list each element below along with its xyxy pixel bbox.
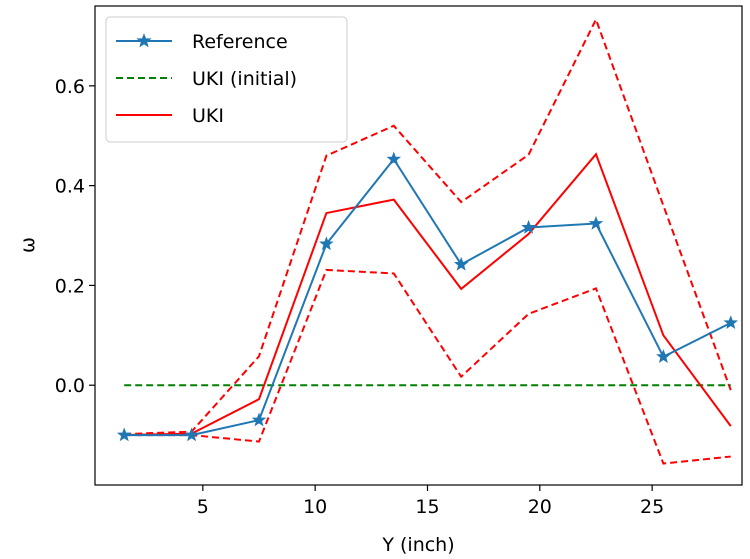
x-tick-label: 20 — [528, 496, 552, 518]
legend-box — [105, 16, 348, 143]
x-axis-title: Y (inch) — [381, 534, 454, 556]
x-tick-label: 25 — [640, 496, 664, 518]
y-tick-label: 0.6 — [55, 76, 85, 98]
legend-label-reference: Reference — [192, 31, 288, 53]
series-line-reference — [124, 157, 732, 437]
legend: Reference UKI (initial) UKI — [105, 16, 348, 143]
legend-label-uki: UKI — [192, 105, 224, 127]
series-point-reference — [251, 412, 267, 427]
series-point-reference — [116, 427, 132, 442]
series-point-reference — [521, 219, 536, 234]
series-point-reference — [319, 236, 334, 251]
y-tick-label: 0.0 — [55, 375, 85, 397]
y-axis-title: ω — [17, 237, 39, 253]
x-tick-label: 5 — [197, 496, 209, 518]
series-point-reference — [386, 151, 402, 166]
series-point-reference — [453, 256, 469, 271]
series-point-reference — [723, 315, 739, 330]
series-point-reference — [184, 427, 199, 442]
plot-area — [116, 16, 739, 465]
plot-frame — [94, 5, 743, 486]
legend-marker-reference — [136, 33, 152, 48]
axis-ticks: 5 10 15 20 25 0.0 0.2 0.4 0.6 — [55, 76, 664, 518]
y-tick-label: 0.2 — [55, 275, 85, 297]
legend-label-uki-initial: UKI (initial) — [192, 68, 297, 90]
band-lower-line — [124, 268, 731, 465]
x-tick-label: 10 — [303, 496, 327, 518]
series-line-uki — [124, 152, 732, 437]
y-tick-label: 0.4 — [55, 176, 85, 198]
x-tick-label: 15 — [415, 496, 439, 518]
series-point-reference — [588, 215, 604, 230]
series-point-reference — [656, 349, 671, 363]
